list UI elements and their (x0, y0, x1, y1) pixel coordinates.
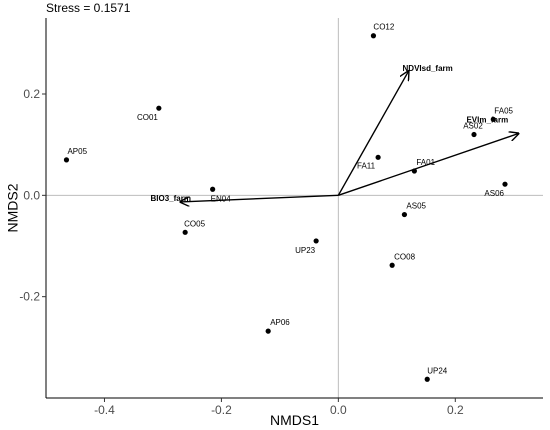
data-point (471, 131, 477, 138)
vector-label: NDVIsd_farm (403, 64, 453, 73)
vector-arrow (180, 194, 339, 202)
point-label: EN04 (211, 194, 232, 203)
data-point (313, 238, 319, 244)
point-label: AS06 (484, 189, 504, 198)
vector-arrow (337, 71, 408, 196)
data-point (411, 168, 417, 174)
y-tick-label: 0.0 (23, 188, 40, 202)
y-tick-label: -0.2 (19, 290, 40, 304)
data-point (502, 181, 508, 187)
data-point (265, 328, 271, 334)
data-point (370, 33, 377, 39)
point-label: FA01 (416, 158, 435, 167)
point-label: AP05 (67, 147, 87, 156)
plot-area: NDVIsd_farm EVIm_farm BIO3_farm CO12 CO01 AP0… (46, 18, 543, 398)
point-label: FA11 (357, 161, 376, 170)
point-label: UP23 (295, 246, 316, 255)
data-point (156, 105, 162, 111)
point-label: CO12 (373, 23, 394, 32)
vector-arrow (338, 134, 518, 196)
data-point (490, 116, 496, 122)
x-tick-label: 0.2 (447, 403, 464, 417)
x-tick-label: 0.0 (330, 403, 347, 417)
x-axis-title: NMDS1 (270, 412, 319, 428)
data-point (210, 186, 216, 192)
y-tick-label: 0.2 (23, 87, 40, 101)
data-point (389, 262, 395, 268)
x-tick-label: -0.2 (211, 403, 232, 417)
stress-label: Stress = 0.1571 (46, 1, 131, 15)
vector-label: EVIm_farm (466, 116, 508, 125)
point-label: CO01 (137, 113, 158, 122)
point-label: CO05 (184, 219, 205, 228)
point-label: UP24 (427, 366, 448, 375)
y-axis-title: NMDS2 (5, 183, 21, 232)
vector-label: BIO3_farm (150, 194, 190, 203)
data-point (424, 376, 430, 382)
data-point (63, 157, 70, 163)
data-point (401, 211, 408, 218)
axes: -0.4 -0.2 0.0 0.2 -0.2 0.0 0.2 (19, 18, 543, 417)
data-point (182, 229, 188, 235)
data-point (375, 154, 381, 160)
x-tick-label: -0.4 (94, 403, 115, 417)
point-label: FA05 (494, 106, 513, 115)
point-label: AS02 (463, 122, 483, 131)
point-label: AS05 (406, 202, 426, 211)
point-label: CO08 (394, 252, 415, 261)
point-label: AP06 (270, 318, 290, 327)
